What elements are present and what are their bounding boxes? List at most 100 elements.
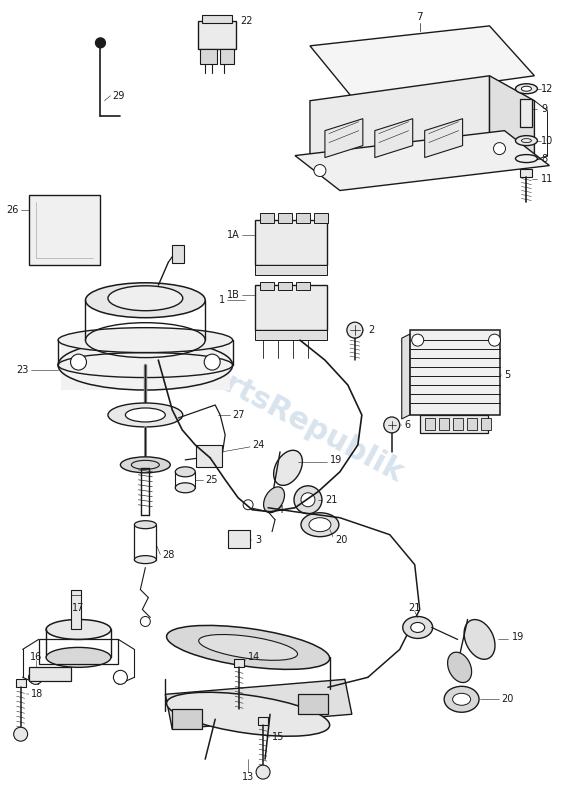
Bar: [298, 694, 328, 714]
Polygon shape: [310, 76, 489, 161]
Text: 21: 21: [409, 602, 421, 613]
Circle shape: [71, 354, 86, 370]
Bar: [278, 214, 292, 223]
Circle shape: [301, 493, 315, 506]
Bar: [425, 418, 434, 430]
Bar: [520, 98, 533, 126]
Bar: [278, 282, 292, 290]
Ellipse shape: [447, 652, 472, 682]
Bar: [202, 15, 232, 23]
Bar: [228, 530, 250, 548]
Polygon shape: [165, 679, 352, 730]
Text: 1B: 1B: [227, 290, 240, 300]
Text: 6: 6: [405, 420, 411, 430]
Ellipse shape: [134, 521, 157, 529]
Ellipse shape: [411, 622, 425, 633]
Bar: [220, 49, 234, 64]
Bar: [410, 330, 499, 415]
Bar: [255, 266, 327, 275]
Bar: [172, 710, 202, 730]
Polygon shape: [375, 118, 413, 158]
Ellipse shape: [175, 467, 195, 477]
Text: 23: 23: [16, 365, 29, 375]
Bar: [481, 418, 491, 430]
Polygon shape: [489, 76, 534, 161]
Ellipse shape: [175, 483, 195, 493]
Bar: [260, 282, 274, 290]
Ellipse shape: [46, 647, 111, 667]
Text: PartsRepublik: PartsRepublik: [182, 350, 408, 489]
Text: 19: 19: [512, 633, 524, 642]
Ellipse shape: [516, 84, 537, 94]
Bar: [39, 639, 119, 664]
Text: 1: 1: [219, 295, 225, 306]
Bar: [255, 286, 327, 330]
Text: 2: 2: [368, 325, 374, 335]
Ellipse shape: [516, 154, 537, 162]
Text: 26: 26: [6, 206, 19, 215]
Bar: [200, 49, 217, 64]
Ellipse shape: [403, 617, 433, 638]
Text: 28: 28: [162, 550, 175, 560]
Bar: [196, 445, 222, 467]
Text: 15: 15: [272, 732, 284, 742]
Text: 1A: 1A: [227, 230, 240, 240]
Ellipse shape: [309, 518, 331, 532]
Circle shape: [113, 670, 127, 684]
Ellipse shape: [58, 340, 232, 390]
Bar: [234, 659, 244, 667]
Bar: [520, 169, 533, 177]
Circle shape: [347, 322, 363, 338]
Text: 29: 29: [113, 90, 125, 101]
Circle shape: [95, 38, 106, 48]
Circle shape: [294, 486, 322, 514]
Bar: [255, 330, 327, 340]
Polygon shape: [402, 334, 410, 419]
Text: 21: 21: [325, 494, 338, 505]
Text: 7: 7: [416, 12, 423, 22]
Circle shape: [29, 670, 43, 684]
Ellipse shape: [46, 619, 111, 639]
Circle shape: [314, 165, 326, 177]
Text: 13: 13: [242, 772, 254, 782]
Circle shape: [243, 500, 253, 510]
Bar: [258, 718, 268, 726]
Text: 20: 20: [335, 534, 347, 545]
Circle shape: [140, 617, 150, 626]
Ellipse shape: [85, 282, 205, 318]
Text: 14: 14: [248, 652, 260, 662]
Bar: [296, 214, 310, 223]
Bar: [453, 418, 463, 430]
Polygon shape: [295, 130, 550, 190]
Text: 5: 5: [505, 370, 511, 380]
Polygon shape: [310, 26, 534, 101]
Ellipse shape: [126, 404, 164, 416]
Ellipse shape: [516, 136, 537, 146]
Circle shape: [256, 765, 270, 779]
Bar: [260, 214, 274, 223]
Ellipse shape: [108, 403, 183, 427]
Text: 16: 16: [29, 652, 41, 662]
Bar: [314, 214, 328, 223]
Text: 18: 18: [30, 690, 43, 699]
Text: 10: 10: [541, 136, 554, 146]
Bar: [420, 415, 488, 433]
Text: 27: 27: [232, 410, 245, 420]
Bar: [467, 418, 477, 430]
Circle shape: [384, 417, 399, 433]
Ellipse shape: [522, 86, 531, 91]
Text: 22: 22: [240, 16, 253, 26]
Bar: [29, 667, 71, 682]
Text: 4: 4: [278, 505, 284, 514]
Bar: [439, 418, 449, 430]
Circle shape: [13, 727, 27, 741]
Ellipse shape: [58, 328, 232, 353]
Ellipse shape: [453, 694, 471, 706]
Circle shape: [412, 334, 423, 346]
Ellipse shape: [444, 686, 479, 712]
Text: 17: 17: [72, 602, 85, 613]
Ellipse shape: [274, 450, 303, 486]
Ellipse shape: [301, 513, 339, 537]
Polygon shape: [425, 118, 463, 158]
Polygon shape: [29, 195, 100, 266]
